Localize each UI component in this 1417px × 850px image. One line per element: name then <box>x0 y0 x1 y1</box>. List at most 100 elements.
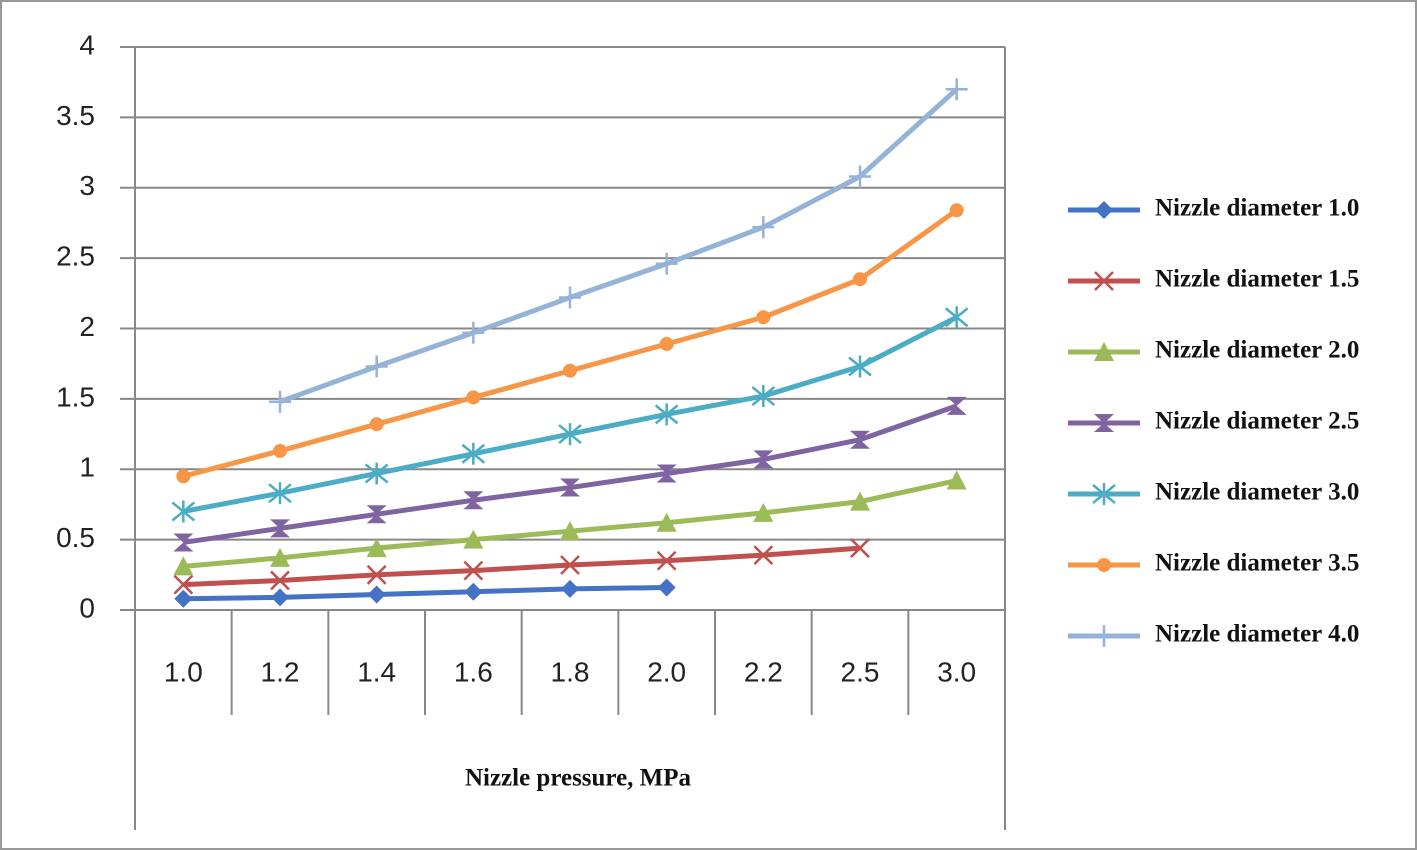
x-tick-label: 2.0 <box>647 656 686 687</box>
marker-shape <box>1093 625 1115 647</box>
marker <box>560 521 580 541</box>
marker-shape <box>850 538 870 558</box>
marker <box>657 578 676 597</box>
marker <box>656 512 677 532</box>
y-tick-label: 1.5 <box>56 381 95 412</box>
marker-shape <box>463 491 484 510</box>
marker-shape <box>559 286 581 309</box>
marker-shape <box>751 385 776 408</box>
y-tick-label: 0 <box>79 592 95 623</box>
x-tick-label: 1.2 <box>261 656 300 687</box>
series-line <box>279 87 959 405</box>
legend-label: Nizzle diameter 4.0 <box>1155 621 1359 648</box>
marker-shape <box>560 478 580 497</box>
x-tick-label: 2.5 <box>841 656 880 687</box>
marker <box>751 385 776 408</box>
marker <box>849 165 871 188</box>
y-tick-label: 3 <box>79 170 95 201</box>
marker-shape <box>270 547 290 567</box>
marker-shape <box>1094 271 1114 291</box>
marker-shape <box>656 512 677 532</box>
marker-shape <box>1094 414 1114 432</box>
legend-label: Nizzle diameter 3.5 <box>1155 550 1359 577</box>
marker-shape <box>558 423 582 446</box>
marker-shape <box>657 578 676 597</box>
marker-shape <box>756 310 771 325</box>
marker <box>1092 483 1116 505</box>
marker <box>558 423 582 446</box>
marker <box>270 570 290 591</box>
marker <box>268 482 292 505</box>
marker-shape <box>659 336 674 351</box>
marker <box>270 547 290 567</box>
x-tick-label: 2.2 <box>744 656 783 687</box>
marker-shape <box>463 560 484 581</box>
marker-shape <box>271 588 289 607</box>
marker <box>850 538 870 558</box>
marker <box>753 502 774 522</box>
legend-label: Nizzle diameter 3.0 <box>1155 479 1359 506</box>
marker <box>853 272 867 287</box>
marker <box>946 470 967 490</box>
marker-shape <box>563 363 577 378</box>
marker <box>174 589 193 608</box>
marker <box>944 306 969 329</box>
marker <box>659 336 674 351</box>
marker <box>466 390 481 405</box>
marker <box>655 252 678 275</box>
marker-shape <box>853 272 867 287</box>
marker <box>176 469 191 484</box>
marker <box>173 556 194 576</box>
marker-shape <box>753 450 774 469</box>
marker-shape <box>461 442 486 465</box>
marker <box>1097 558 1111 572</box>
marker <box>850 491 870 511</box>
marker-shape <box>171 500 196 523</box>
marker <box>369 417 384 432</box>
marker-shape <box>656 464 677 483</box>
marker-shape <box>752 216 775 239</box>
marker-shape <box>1095 201 1113 219</box>
marker <box>559 286 581 309</box>
marker-shape <box>561 579 579 598</box>
legend-label: Nizzle diameter 2.0 <box>1155 337 1359 364</box>
marker-shape <box>366 538 387 558</box>
y-tick-label: 0.5 <box>56 522 95 553</box>
marker-shape <box>173 574 194 595</box>
marker-shape <box>655 252 678 275</box>
marker <box>269 390 291 413</box>
y-tick-label: 4 <box>79 29 95 60</box>
marker <box>173 574 194 595</box>
marker <box>850 430 870 449</box>
marker-shape <box>174 589 193 608</box>
marker-shape <box>656 550 677 571</box>
marker <box>463 491 484 510</box>
marker <box>365 355 388 378</box>
marker <box>1095 201 1113 219</box>
marker <box>270 519 290 538</box>
marker <box>464 582 483 601</box>
marker-shape <box>269 390 291 413</box>
marker-shape <box>270 519 290 538</box>
marker-shape <box>366 505 387 524</box>
marker-shape <box>944 306 969 329</box>
legend-label: Nizzle diameter 1.5 <box>1155 266 1359 293</box>
marker <box>753 545 774 565</box>
legend-label: Nizzle diameter 2.5 <box>1155 408 1359 435</box>
marker-shape <box>850 430 870 449</box>
marker <box>945 78 968 101</box>
marker <box>752 216 775 239</box>
marker <box>560 555 580 575</box>
marker <box>271 588 289 607</box>
marker <box>756 310 771 325</box>
marker-shape <box>173 533 194 552</box>
marker <box>364 462 389 485</box>
marker-shape <box>560 521 580 541</box>
marker <box>367 585 386 604</box>
marker <box>463 529 484 549</box>
marker-shape <box>848 355 872 378</box>
marker-shape <box>949 203 964 218</box>
marker <box>560 478 580 497</box>
